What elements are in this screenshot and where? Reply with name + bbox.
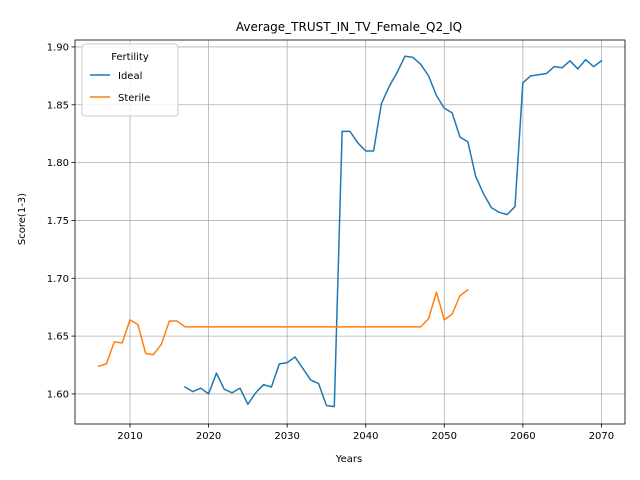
x-axis-ticks: 2010 2020 2030 2040 2050 2060 2070	[117, 424, 614, 442]
legend-title: Fertility	[111, 52, 149, 63]
y-tick-label: 1.65	[47, 332, 69, 343]
chart-title: Average_TRUST_IN_TV_Female_Q2_IQ	[236, 20, 462, 34]
series-line-ideal	[183, 55, 603, 408]
legend-label-sterile: Sterile	[118, 93, 150, 104]
x-tick-label: 2050	[432, 431, 457, 442]
y-tick-label: 1.70	[47, 274, 69, 285]
legend-box	[81, 43, 179, 117]
series-line-sterile	[97, 288, 469, 368]
x-tick-label: 2030	[274, 431, 299, 442]
y-tick-label: 1.80	[47, 158, 69, 169]
series-lines	[97, 55, 603, 408]
plot-area-frame	[74, 39, 626, 425]
y-tick-label: 1.85	[47, 100, 69, 111]
x-tick-label: 2070	[589, 431, 614, 442]
legend: Fertility Ideal Sterile	[81, 43, 179, 117]
x-tick-label: 2010	[117, 431, 142, 442]
x-tick-label: 2060	[510, 431, 535, 442]
grid-lines	[75, 40, 625, 424]
legend-label-ideal: Ideal	[118, 71, 142, 82]
y-tick-label: 1.60	[47, 389, 69, 400]
y-tick-label: 1.90	[47, 42, 69, 53]
y-axis-ticks: 1.60 1.65 1.70 1.75 1.80 1.85 1.90	[47, 42, 75, 400]
y-tick-label: 1.75	[47, 216, 69, 227]
y-axis-label: Score(1-3)	[17, 193, 28, 245]
x-tick-label: 2040	[353, 431, 378, 442]
x-axis-label: Years	[335, 454, 362, 465]
x-tick-label: 2020	[196, 431, 221, 442]
